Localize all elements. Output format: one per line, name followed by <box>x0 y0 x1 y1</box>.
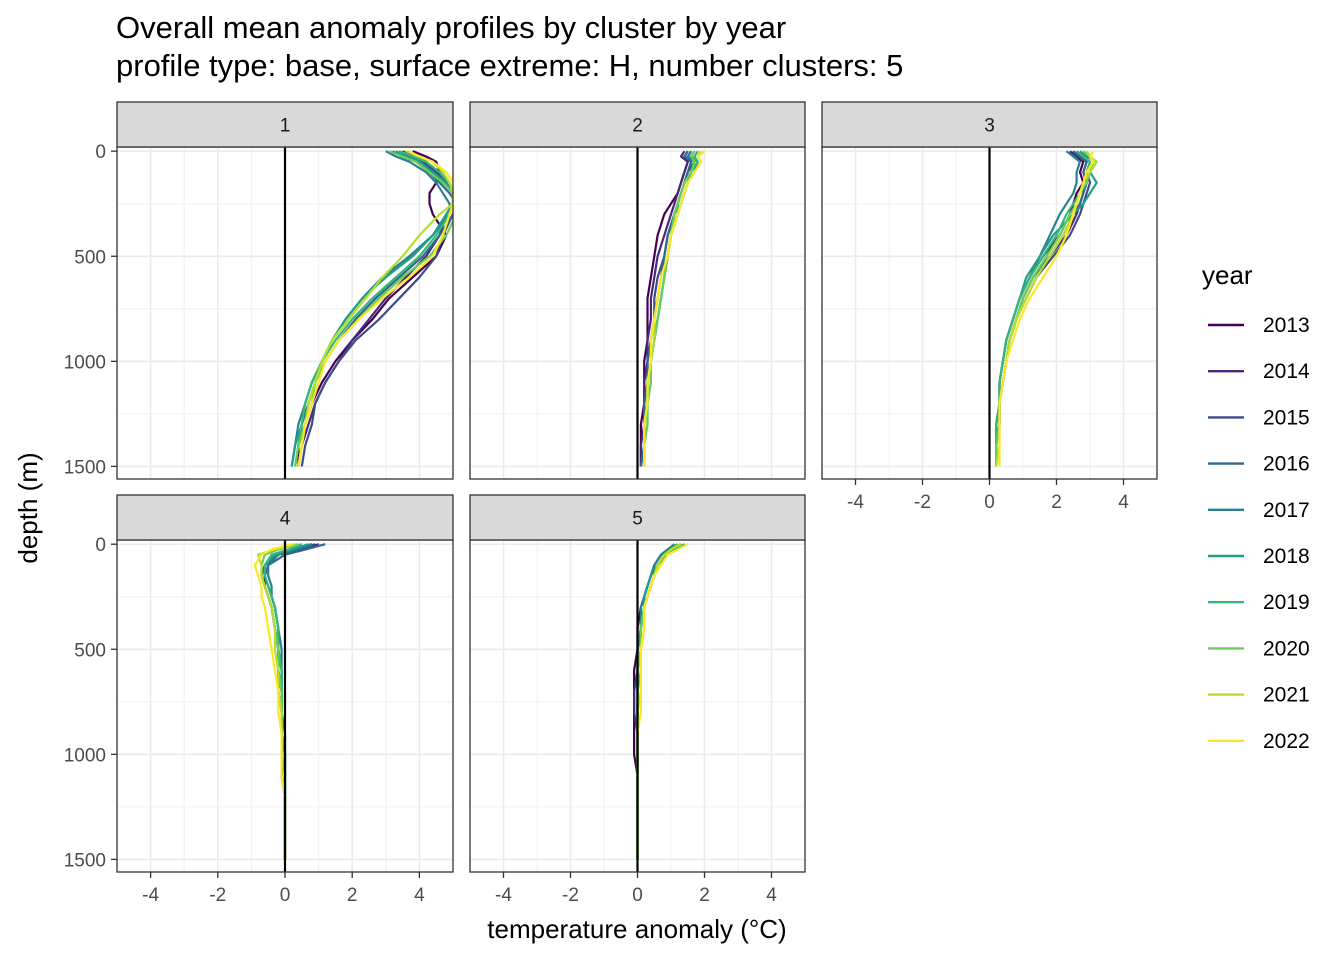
legend-item: 2019 <box>1208 591 1310 614</box>
panel-1: 1 0 500 1000 1500 <box>64 101 454 480</box>
panel-2: 2 <box>469 101 806 480</box>
legend-title: year <box>1202 260 1253 290</box>
y-tick-label: 1000 <box>64 352 106 373</box>
facet-strip <box>116 101 454 148</box>
x-tick-label: -4 <box>847 492 864 513</box>
legend-label: 2022 <box>1263 730 1310 753</box>
legend-label: 2016 <box>1263 453 1310 476</box>
facet-strip <box>469 101 806 148</box>
facet-label: 4 <box>280 509 291 530</box>
legend-item: 2020 <box>1208 637 1310 660</box>
facet-label: 1 <box>280 116 291 137</box>
x-tick-label: 4 <box>414 885 425 906</box>
x-tick-label: -4 <box>495 885 512 906</box>
legend-label: 2018 <box>1263 545 1310 568</box>
x-tick-label: -4 <box>142 885 159 906</box>
legend-label: 2013 <box>1263 314 1310 337</box>
series-line-1-2015 <box>300 150 453 467</box>
y-tick-label: 500 <box>74 247 106 268</box>
y-tick-label: 1000 <box>64 745 106 766</box>
facet-strip <box>821 101 1158 148</box>
x-axis-title: temperature anomaly (°C) <box>487 914 786 944</box>
legend-item: 2021 <box>1208 684 1310 707</box>
x-tick-label: 4 <box>766 885 777 906</box>
series-line-2-2022 <box>643 150 706 467</box>
legend: year 2013 2014 2015 2016 2017 2018 2019 2020 2021… <box>1202 260 1310 753</box>
y-tick-label: 0 <box>95 535 106 556</box>
legend-label: 2019 <box>1263 591 1310 614</box>
x-tick-label: 0 <box>632 885 643 906</box>
panel-5: 5 -4 -2 0 2 4 <box>469 494 806 906</box>
legend-item: 2013 <box>1208 314 1310 337</box>
legend-label: 2021 <box>1263 684 1310 707</box>
x-tick-label: -2 <box>562 885 579 906</box>
series-line-2-2016 <box>639 150 693 467</box>
y-axis-title: depth (m) <box>13 452 43 563</box>
y-tick-label: 0 <box>95 142 106 163</box>
x-tick-label: 4 <box>1118 492 1129 513</box>
legend-label: 2014 <box>1263 360 1310 383</box>
x-tick-label: -2 <box>209 885 226 906</box>
series-line-1-2019 <box>294 150 453 467</box>
chart-title: Overall mean anomaly profiles by cluster… <box>116 10 787 45</box>
series-line-1-2021 <box>297 150 453 467</box>
facet-label: 5 <box>632 509 643 530</box>
series-line-1-2022 <box>297 150 453 467</box>
facet-strip <box>116 494 454 541</box>
panel-4: 4 0 500 1000 1500 -4 -2 0 2 4 <box>64 494 454 906</box>
x-tick-label: 2 <box>699 885 710 906</box>
legend-item: 2015 <box>1208 406 1310 429</box>
legend-item: 2018 <box>1208 545 1310 568</box>
legend-item: 2014 <box>1208 360 1310 383</box>
legend-item: 2016 <box>1208 453 1310 476</box>
facet-label: 2 <box>632 116 643 137</box>
series-line-3-2022 <box>998 150 1095 467</box>
x-tick-label: 0 <box>984 492 995 513</box>
y-tick-label: 500 <box>74 640 106 661</box>
y-tick-label: 1500 <box>64 457 106 478</box>
y-tick-label: 1500 <box>64 850 106 871</box>
legend-item: 2017 <box>1208 499 1310 522</box>
chart-subtitle: profile type: base, surface extreme: H, … <box>116 48 904 83</box>
x-tick-label: 0 <box>280 885 291 906</box>
x-tick-label: 2 <box>347 885 358 906</box>
facet-strip <box>469 494 806 541</box>
legend-item: 2022 <box>1208 730 1310 753</box>
legend-label: 2015 <box>1263 406 1310 429</box>
panel-3: 3 -4 -2 0 2 4 <box>821 101 1158 513</box>
x-tick-label: -2 <box>914 492 931 513</box>
x-tick-label: 2 <box>1051 492 1062 513</box>
facet-label: 3 <box>984 116 995 137</box>
legend-label: 2020 <box>1263 637 1310 660</box>
legend-label: 2017 <box>1263 499 1310 522</box>
